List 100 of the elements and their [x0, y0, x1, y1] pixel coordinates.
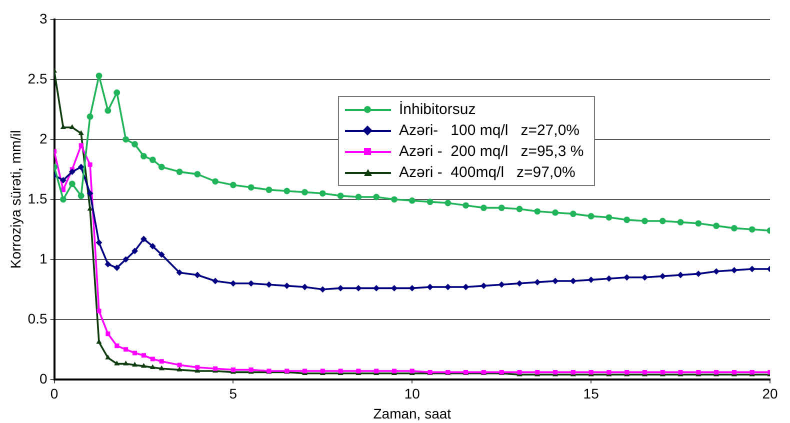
point — [588, 276, 594, 283]
point — [86, 190, 94, 197]
point — [123, 360, 129, 366]
point — [195, 365, 200, 370]
y-axis-title: Korroziya sürəti, mm/il — [7, 130, 24, 269]
point — [408, 285, 416, 292]
point — [212, 178, 219, 185]
point — [748, 266, 756, 272]
point — [624, 274, 630, 281]
point — [114, 344, 120, 348]
y-tick-label: 2.5 — [28, 70, 48, 86]
point — [104, 261, 112, 268]
point — [426, 198, 434, 205]
point — [713, 268, 720, 275]
point — [177, 362, 182, 368]
point — [373, 194, 380, 200]
point — [122, 256, 130, 263]
point — [391, 196, 398, 203]
point — [176, 269, 183, 276]
legend-label: Azəri - 400mq/l z=97,0% — [399, 163, 576, 183]
point — [60, 124, 66, 129]
point — [266, 281, 272, 288]
point — [158, 365, 164, 370]
point — [713, 222, 720, 229]
x-tick-label: 15 — [583, 386, 600, 402]
point — [606, 275, 612, 282]
point — [122, 136, 130, 143]
point — [624, 216, 630, 223]
x-tick-label: 5 — [229, 386, 238, 402]
point — [60, 196, 66, 203]
point — [124, 347, 128, 352]
point — [659, 218, 666, 224]
point — [176, 366, 182, 372]
point — [534, 208, 541, 215]
point — [588, 213, 594, 220]
point — [444, 284, 452, 290]
y-tick-label: 2 — [39, 130, 48, 146]
y-tick-label: 1.5 — [28, 190, 48, 206]
point — [391, 285, 398, 292]
point — [114, 360, 120, 366]
point — [408, 197, 416, 204]
point — [284, 282, 290, 289]
legend-label: Azəri- 100 mq/l z=27,0% — [399, 121, 580, 141]
point — [176, 168, 183, 175]
point — [96, 239, 102, 246]
point — [731, 267, 738, 274]
point — [748, 226, 756, 233]
point — [534, 279, 541, 286]
point — [86, 113, 94, 120]
point — [570, 278, 576, 284]
point — [462, 202, 470, 209]
point — [96, 308, 102, 314]
point — [194, 171, 201, 178]
point — [78, 130, 84, 135]
point — [426, 284, 434, 290]
point — [731, 225, 738, 232]
point — [462, 284, 470, 290]
y-tick-label: 3 — [39, 10, 48, 26]
point — [194, 272, 201, 278]
point — [302, 189, 308, 196]
point — [104, 107, 112, 114]
point — [677, 272, 684, 278]
point — [60, 177, 66, 184]
point — [498, 281, 505, 288]
y-tick-label: 1 — [39, 250, 48, 266]
point — [319, 286, 326, 293]
point — [480, 282, 487, 289]
point — [266, 186, 272, 193]
point — [150, 356, 155, 362]
point — [498, 204, 505, 211]
y-tick-label: 0 — [39, 370, 48, 386]
x-tick-label: 0 — [50, 386, 58, 402]
point — [88, 162, 92, 167]
x-axis-title: Zaman, saat — [373, 405, 452, 422]
point — [212, 278, 219, 284]
point — [337, 285, 344, 292]
point — [114, 89, 120, 96]
point — [248, 280, 254, 287]
point — [141, 353, 146, 358]
point — [105, 354, 111, 360]
point — [96, 72, 102, 79]
point — [337, 192, 344, 199]
point — [552, 209, 558, 216]
point — [570, 210, 576, 217]
point — [516, 206, 523, 212]
point — [677, 219, 684, 226]
point — [373, 285, 380, 292]
point — [150, 364, 156, 369]
point — [132, 141, 138, 148]
point — [606, 214, 612, 221]
point — [140, 363, 146, 368]
point — [158, 251, 165, 258]
point — [132, 350, 138, 356]
point — [78, 164, 84, 170]
point — [230, 280, 236, 287]
point — [159, 359, 164, 364]
point — [69, 124, 75, 129]
point — [78, 192, 84, 199]
point — [149, 156, 156, 163]
point — [140, 153, 147, 160]
